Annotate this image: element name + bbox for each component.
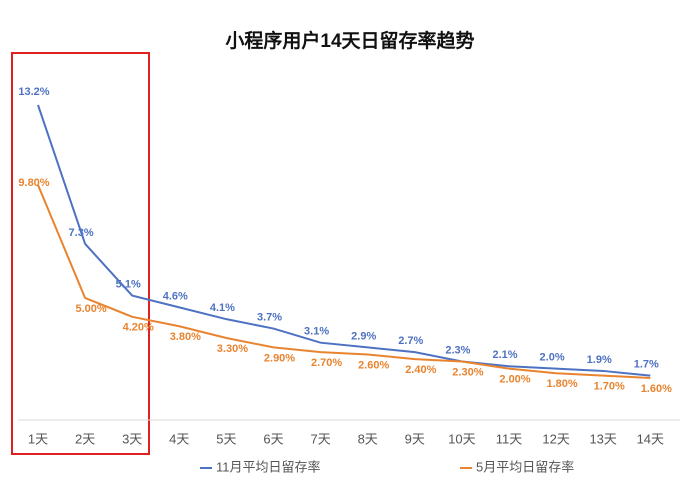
x-tick-label: 8天 bbox=[358, 431, 378, 446]
data-label: 2.7% bbox=[398, 335, 423, 347]
x-tick-label: 4天 bbox=[169, 431, 189, 446]
x-tick-label: 11天 bbox=[496, 431, 523, 446]
x-tick-label: 10天 bbox=[448, 431, 475, 446]
data-label: 2.9% bbox=[351, 330, 376, 342]
chart-title: 小程序用户14天日留存率趋势 bbox=[225, 29, 474, 52]
legend-label: 11月平均日留存率 bbox=[216, 459, 321, 474]
x-tick-label: 7天 bbox=[310, 431, 330, 446]
series-line bbox=[37, 184, 651, 379]
data-label: 2.0% bbox=[540, 351, 565, 363]
x-tick-label: 14天 bbox=[637, 431, 664, 446]
data-label: 13.2% bbox=[18, 86, 49, 98]
data-label: 2.3% bbox=[445, 344, 470, 356]
data-label: 2.90% bbox=[264, 352, 295, 364]
data-label: 2.60% bbox=[358, 359, 389, 371]
x-tick-label: 3天 bbox=[122, 431, 142, 446]
x-tick-label: 13天 bbox=[589, 431, 616, 446]
x-tick-label: 1天 bbox=[28, 431, 48, 446]
series-line bbox=[37, 104, 651, 377]
data-label: 4.6% bbox=[163, 290, 188, 302]
data-label: 2.00% bbox=[499, 373, 530, 385]
data-label: 3.80% bbox=[170, 331, 201, 343]
x-tick-label: 6天 bbox=[263, 431, 283, 446]
x-tick-label: 12天 bbox=[542, 431, 569, 446]
data-label: 1.9% bbox=[587, 354, 612, 366]
data-label: 3.1% bbox=[304, 326, 329, 338]
x-tick-label: 2天 bbox=[75, 431, 95, 446]
data-label: 1.80% bbox=[546, 378, 577, 390]
data-label: 2.1% bbox=[492, 349, 517, 361]
data-label: 5.00% bbox=[75, 303, 106, 315]
data-label: 9.80% bbox=[18, 177, 49, 189]
x-tick-label: 9天 bbox=[405, 431, 425, 446]
highlight-box bbox=[11, 52, 150, 455]
data-label: 3.7% bbox=[257, 311, 282, 323]
legend-label: 5月平均日留存率 bbox=[476, 459, 574, 474]
data-label: 1.60% bbox=[641, 383, 672, 395]
data-label: 5.1% bbox=[116, 279, 141, 291]
data-label: 2.30% bbox=[452, 366, 483, 378]
data-label: 1.70% bbox=[594, 381, 625, 393]
data-label: 4.20% bbox=[123, 322, 154, 334]
data-label: 7.3% bbox=[69, 227, 94, 239]
data-label: 2.70% bbox=[311, 357, 342, 369]
data-label: 2.40% bbox=[405, 364, 436, 376]
data-label: 1.7% bbox=[634, 359, 659, 371]
data-label: 4.1% bbox=[210, 302, 235, 314]
x-tick-label: 5天 bbox=[216, 431, 236, 446]
data-label: 3.30% bbox=[217, 343, 248, 355]
